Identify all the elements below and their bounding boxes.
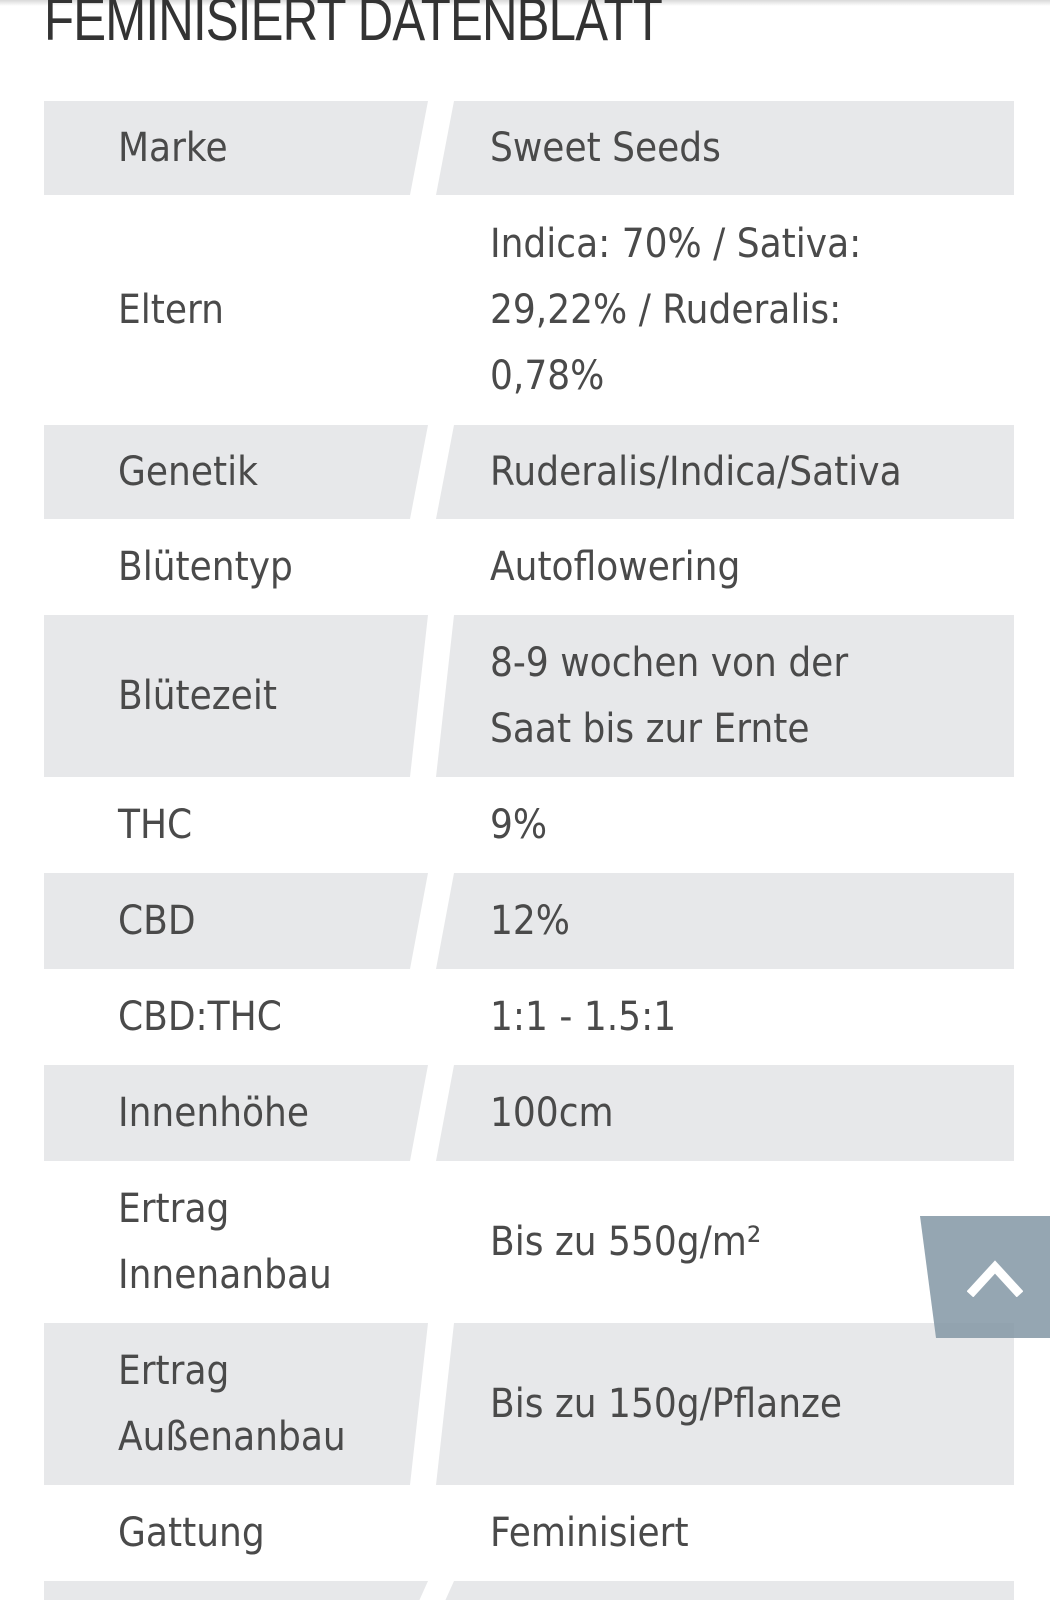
table-row: CBD 12% xyxy=(44,873,1014,969)
table-row: CBD:THC 1:1 - 1.5:1 xyxy=(44,969,1014,1065)
table-row: Blütezeit 8-9 wochen von der Saat bis zu… xyxy=(44,615,1014,777)
datasheet-table: Marke Sweet Seeds Eltern Indica: 70% / S… xyxy=(44,101,1014,1600)
row-value: 100cm xyxy=(490,1090,614,1136)
row-value: Ruderalis/Indica/Sativa xyxy=(490,449,902,495)
row-label: Gattung xyxy=(118,1510,265,1556)
top-shadow xyxy=(0,0,1050,6)
table-row: THC 9% xyxy=(44,777,1014,873)
table-row: Ertrag Außenanbau Bis zu 150g/Pflanze xyxy=(44,1323,1014,1485)
table-row: Genetik Ruderalis/Indica/Sativa xyxy=(44,425,1014,519)
row-value: 8-9 wochen von der Saat bis zur Ernte xyxy=(490,640,849,752)
row-label: CBD:THC xyxy=(118,994,282,1040)
row-label: CBD xyxy=(118,898,196,944)
row-label: Eltern xyxy=(118,287,225,333)
row-value: Bis zu 150g/Pflanze xyxy=(490,1381,843,1427)
row-value: Bis zu 550g/m² xyxy=(490,1219,762,1265)
back-to-top-button[interactable] xyxy=(920,1216,1050,1338)
table-row: Marke Sweet Seeds xyxy=(44,101,1014,195)
row-label: Blütentyp xyxy=(118,544,293,590)
table-row: Eltern Indica: 70% / Sativa: 29,22% / Ru… xyxy=(44,195,1014,425)
row-value: 9% xyxy=(490,802,548,848)
chevron-up-icon xyxy=(967,1260,1023,1297)
row-label: Marke xyxy=(118,125,228,171)
page-title: FEMINISIERT DATENBLATT xyxy=(44,0,663,53)
table-row: Innenhöhe 100cm xyxy=(44,1065,1014,1161)
row-label: THC xyxy=(118,802,193,848)
table-row-partial xyxy=(44,1581,1014,1600)
row-label: Genetik xyxy=(118,449,258,495)
row-value: Autoflowering xyxy=(490,544,741,590)
row-value: Feminisiert xyxy=(490,1510,689,1556)
row-label: Ertrag Innenanbau xyxy=(118,1186,332,1298)
row-value: Sweet Seeds xyxy=(490,125,721,171)
row-value: 12% xyxy=(490,898,571,944)
row-label: Ertrag Außenanbau xyxy=(118,1348,346,1460)
row-value: Indica: 70% / Sativa: 29,22% / Ruderalis… xyxy=(490,221,862,399)
row-label: Innenhöhe xyxy=(118,1090,310,1136)
row-label: Blütezeit xyxy=(118,673,277,719)
row-value: 1:1 - 1.5:1 xyxy=(490,994,677,1040)
table-row: Ertrag Innenanbau Bis zu 550g/m² xyxy=(44,1161,1014,1323)
table-row: Gattung Feminisiert xyxy=(44,1485,1014,1581)
table-row: Blütentyp Autoflowering xyxy=(44,519,1014,615)
